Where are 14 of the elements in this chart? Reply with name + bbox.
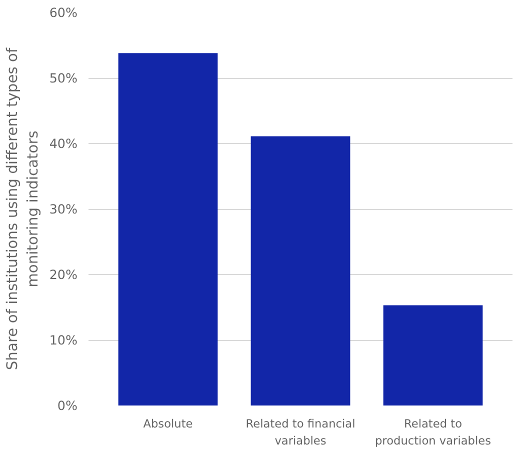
- bar: [383, 305, 483, 406]
- y-tick-label: 30%: [49, 202, 78, 216]
- x-tick-label: Related to financial variables: [246, 416, 356, 448]
- x-tick-label: Absolute: [143, 416, 193, 430]
- y-tick-label: 50%: [49, 70, 78, 86]
- y-tick-label: 60%: [49, 5, 78, 20]
- x-tick-label: Related to production variables: [374, 416, 492, 448]
- y-tick-label: 10%: [49, 332, 78, 348]
- bar: [118, 53, 218, 406]
- bar: [250, 136, 350, 406]
- y-axis-title: Share of institutions using different types of monitoring indicators: [4, 47, 42, 370]
- y-tick-label: 20%: [49, 267, 78, 282]
- y-tick-label: 40%: [49, 136, 78, 151]
- y-tick-label: 0%: [57, 398, 78, 413]
